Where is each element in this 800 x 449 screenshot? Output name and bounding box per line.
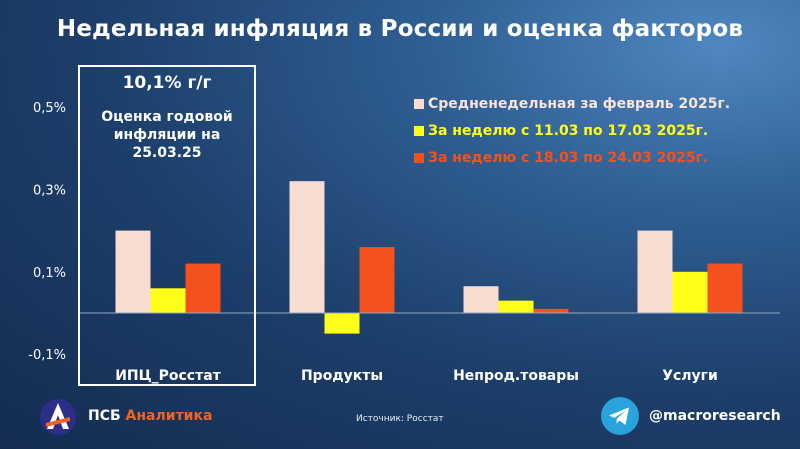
legend-label: За неделю с 18.03 по 24.03 2025г. (428, 149, 709, 166)
cpi-highlight-box (78, 65, 256, 386)
legend-item: За неделю с 18.03 по 24.03 2025г. (414, 144, 730, 171)
telegram-handle[interactable]: @macroresearch (649, 408, 781, 424)
legend-swatch (414, 98, 424, 109)
source-note: Источник: Росстат (356, 414, 444, 424)
brand-name: ПСБ Аналитика (88, 408, 212, 424)
bar (463, 286, 499, 313)
bar (707, 263, 743, 313)
bar (637, 230, 673, 313)
callout-text: Оценка годовой инфляции на 25.03.25 (101, 109, 233, 161)
legend-swatch (414, 125, 424, 136)
legend-label: Средненедельная за февраль 2025г. (428, 95, 731, 112)
bar (498, 300, 534, 313)
y-tick-label: 0,3% (33, 183, 66, 198)
legend-item: За неделю с 11.03 по 17.03 2025г. (414, 117, 730, 144)
legend-item: Средненедельная за февраль 2025г. (414, 90, 730, 117)
psb-logo-icon (40, 399, 76, 435)
legend: Средненедельная за февраль 2025г. За нед… (414, 90, 730, 171)
bar (324, 313, 360, 334)
bar (150, 288, 186, 313)
bar (359, 247, 395, 313)
x-category-label: Продукты (301, 368, 383, 384)
y-tick-label: -0,1% (28, 348, 66, 363)
brand-main: ПСБ (88, 408, 121, 424)
callout-value: 10,1% г/г (122, 73, 212, 93)
bar (185, 263, 221, 313)
bar (533, 308, 569, 313)
y-tick-label: 0,5% (33, 101, 66, 116)
chart-title: Недельная инфляция в России и оценка фак… (56, 16, 744, 42)
bar (672, 271, 708, 313)
legend-swatch (414, 152, 424, 163)
brand-accent: Аналитика (125, 408, 213, 424)
x-category-label: Непрод.товары (453, 368, 579, 384)
bar (115, 230, 151, 313)
x-category-label: Услуги (662, 368, 718, 384)
telegram-icon[interactable] (600, 396, 640, 436)
y-tick-label: 0,1% (33, 266, 66, 281)
x-category-label: ИПЦ_Росстат (115, 368, 221, 384)
bar (289, 181, 325, 313)
legend-label: За неделю с 11.03 по 17.03 2025г. (428, 122, 709, 139)
